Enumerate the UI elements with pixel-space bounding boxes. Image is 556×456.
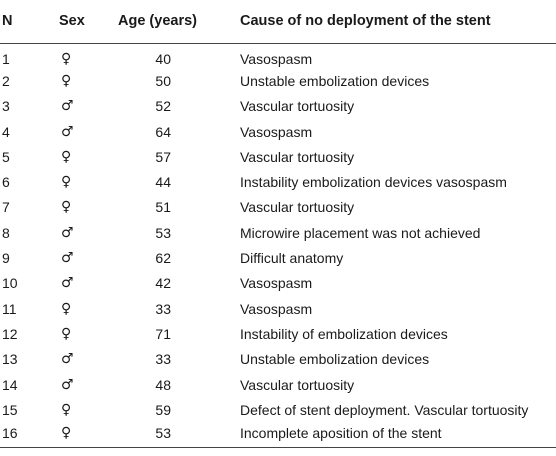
table-body: 1 ♀ 40 Vasospasm 2 ♀ 50 Unstable embolization d… [0,43,556,449]
cell-cause: Incomplete aposition of the stent [238,422,556,449]
cell-n: 13 [2,351,18,368]
header-cause: Cause of no deployment of the stent [238,0,556,44]
table-row: 14 ♂ 48 Vascular tortuosity [0,372,556,397]
cell-age: 52 [155,98,171,115]
table-row: 4 ♂ 64 Vasospasm [0,119,556,144]
cell-sex: ♀ [61,199,72,216]
cell-sex: ♂ [61,98,74,115]
cell-age: 71 [155,325,171,342]
cell-cause: Unstable embolization devices [240,351,430,368]
cell-n: 5 [2,148,10,165]
cell-age: 33 [155,300,171,317]
cell-age: 50 [155,72,171,89]
table-row: 7 ♀ 51 Vascular tortuosity [0,195,556,220]
cell-sex: ♂ [61,376,74,393]
cell-age: 51 [155,199,171,216]
cell-sex: ♀ [61,50,72,67]
cell-cause: Vascular tortuosity [240,148,355,165]
cell-n: 4 [2,123,10,140]
cell-sex: ♀ [61,148,72,165]
table-row: 3 ♂ 52 Vascular tortuosity [0,94,556,119]
cell-cause: Instability embolization devices vasospa… [240,174,507,191]
table-row: 6 ♀ 44 Instability embolization devices vas… [0,169,556,194]
cell-age: 62 [155,250,171,267]
table-row: 15 ♀ 59 Defect of stent deployment. Vascula… [0,397,556,422]
cell-age: 48 [155,376,171,393]
cell-cause: Vasospasm [240,300,313,317]
cell-age: 53 [155,224,171,241]
cell-cause: Difficult anatomy [240,250,344,267]
table-row: 12 ♀ 71 Instability of embolization devices [0,321,556,346]
cell-sex: ♀ [53,422,116,449]
cell-cause: Vascular tortuosity [240,199,355,216]
cell-age: 57 [155,148,171,165]
header-sex: Sex [53,0,116,44]
cell-cause: Vascular tortuosity [240,98,355,115]
header-age: Age (years) [116,0,238,44]
cell-n: 1 [2,50,10,67]
cell-age: 64 [155,123,171,140]
cell-age: 44 [155,174,171,191]
cell-sex: ♂ [61,123,74,140]
cell-sex: ♂ [61,351,74,368]
cell-sex: ♂ [61,224,74,241]
table-header: N Sex Age (years) Cause of no deployment… [0,0,556,44]
table-row: 2 ♀ 50 Unstable embolization devices [0,68,556,93]
cell-n: 14 [2,376,18,393]
cell-n: 6 [2,174,10,191]
cell-age: 53 [116,422,238,449]
header-row: N Sex Age (years) Cause of no deployment… [0,0,556,44]
table-row: 10 ♂ 42 Vasospasm [0,271,556,296]
table-row: 8 ♂ 53 Microwire placement was not achieved [0,220,556,245]
table-row: 16 ♀ 53 Incomplete aposition of the stent [0,422,556,449]
cell-cause: Defect of stent deployment. Vascular tor… [240,401,529,418]
cell-cause: Vasospasm [240,123,313,140]
cell-sex: ♂ [61,250,74,267]
cell-sex: ♀ [61,174,72,191]
cell-n: 2 [2,72,10,89]
cell-n: 3 [2,98,10,115]
cell-n: 15 [2,401,18,418]
table-row: 5 ♀ 57 Vascular tortuosity [0,144,556,169]
table-row: 9 ♂ 62 Difficult anatomy [0,245,556,270]
cell-n: 11 [2,300,17,317]
cell-age: 40 [155,50,171,67]
table-row: 1 ♀ 40 Vasospasm [0,43,556,68]
cell-n: 12 [2,325,18,342]
cell-n: 10 [2,275,18,292]
cell-cause: Vascular tortuosity [240,376,355,393]
cell-n: 8 [2,224,10,241]
cell-cause: Unstable embolization devices [240,72,430,89]
cell-cause: Microwire placement was not achieved [240,224,481,241]
table-row: 13 ♂ 33 Unstable embolization devices [0,347,556,372]
cell-cause: Vasospasm [240,275,313,292]
cell-sex: ♂ [61,275,74,292]
cell-age: 33 [155,351,171,368]
cell-n: 16 [0,422,53,449]
header-n: N [0,0,53,44]
cell-n: 7 [2,199,10,216]
cell-sex: ♀ [61,401,72,418]
cell-sex: ♀ [61,300,72,317]
cell-sex: ♀ [61,72,72,89]
cell-n: 9 [2,250,10,267]
cell-cause: Vasospasm [240,50,313,67]
cell-cause: Instability of embolization devices [240,325,448,342]
cell-age: 59 [155,401,171,418]
cell-sex: ♀ [61,325,72,342]
table-row: 11 ♀ 33 Vasospasm [0,296,556,321]
cell-age: 42 [155,275,171,292]
